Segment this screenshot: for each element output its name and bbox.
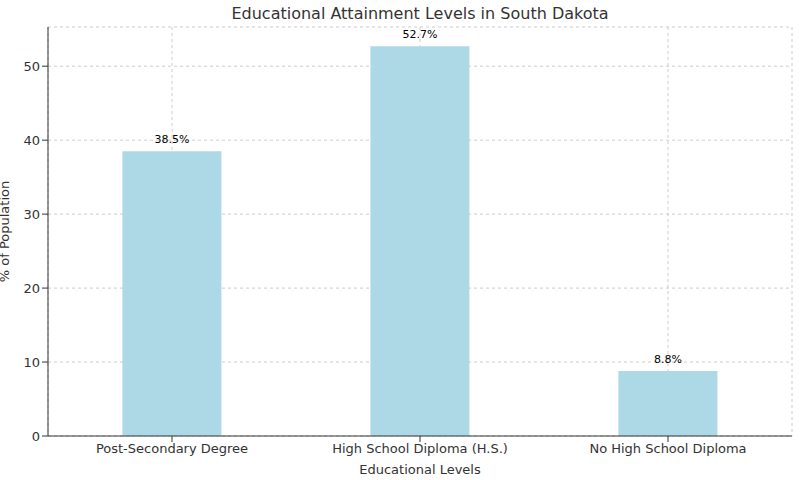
html-text:Educational Attainment Levels: Educational Attainment Levels in South D… [231, 4, 609, 23]
svg-text:% of Population: % of Population [8, 181, 12, 282]
svg-text:10: 10 [23, 355, 40, 370]
svg-text:Post-Secondary Degree: Post-Secondary Degree [96, 441, 248, 456]
svg-text:52.7%: 52.7% [402, 28, 437, 41]
svg-text:Educational Levels: Educational Levels [359, 462, 481, 477]
svg-text:20: 20 [23, 281, 40, 296]
svg-text:38.5%: 38.5% [154, 133, 189, 146]
svg-text:30: 30 [23, 207, 40, 222]
svg-text:40: 40 [23, 133, 40, 148]
svg-text:0: 0 [32, 429, 40, 444]
svg-text:No High School Diploma: No High School Diploma [589, 441, 746, 456]
svg-text:50: 50 [23, 59, 40, 74]
svg-text:High School Diploma (H.S.): High School Diploma (H.S.) [332, 441, 508, 456]
svg-text:8.8%: 8.8% [654, 353, 682, 366]
